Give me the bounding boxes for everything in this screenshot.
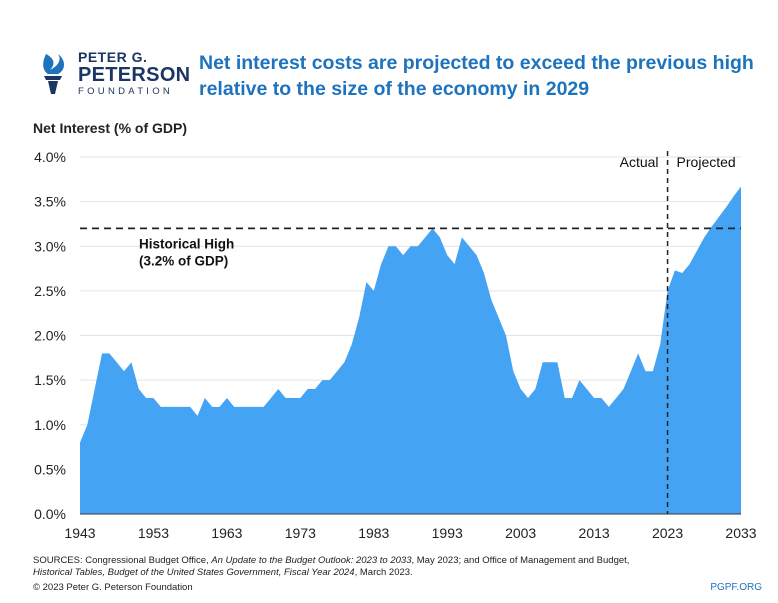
- net-interest-chart: 0.0% 0.5% 1.0% 1.5% 2.0% 2.5% 3.0% 3.5% 4.0% 194…: [34, 149, 757, 541]
- x-tick-label: 1993: [432, 525, 463, 541]
- y-tick-label: 0.5%: [34, 461, 66, 477]
- x-tick-label: 1963: [211, 525, 242, 541]
- torch-icon: [43, 54, 64, 94]
- x-tick-label: 2003: [505, 525, 536, 541]
- historical-high-value-label: (3.2% of GDP): [139, 253, 228, 268]
- x-tick-label: 2013: [579, 525, 610, 541]
- site-link[interactable]: PGPF.ORG: [710, 582, 762, 593]
- sources-mid: , May 2023; and Office of Management and…: [411, 555, 630, 566]
- foundation-logo: PETER G. PETERSON FOUNDATION: [36, 50, 190, 100]
- sources-note: SOURCES: Congressional Budget Office, An…: [33, 555, 753, 579]
- logo-line-3: FOUNDATION: [78, 86, 174, 97]
- x-tick-label: 1953: [138, 525, 169, 541]
- sources-suffix: , March 2023.: [354, 567, 413, 578]
- sources-title-1: An Update to the Budget Outlook: 2023 to…: [211, 555, 412, 566]
- y-tick-label: 2.0%: [34, 328, 66, 344]
- x-tick-label: 2033: [725, 525, 756, 541]
- y-tick-label: 4.0%: [34, 149, 66, 165]
- x-tick-label: 1973: [285, 525, 316, 541]
- sources-prefix: SOURCES: Congressional Budget Office,: [33, 555, 212, 566]
- sources-title-2: Historical Tables, Budget of the United …: [33, 567, 355, 578]
- y-tick-label: 1.0%: [34, 417, 66, 433]
- chart-title: Net interest costs are projected to exce…: [199, 52, 754, 100]
- copyright: © 2023 Peter G. Peterson Foundation: [33, 582, 193, 593]
- y-tick-label: 1.5%: [34, 372, 66, 388]
- y-tick-label: 3.5%: [34, 194, 66, 210]
- y-tick-label: 3.0%: [34, 238, 66, 254]
- net-interest-area: [80, 186, 741, 514]
- x-tick-label: 1943: [64, 525, 95, 541]
- logo-line-2: PETERSON: [78, 64, 191, 86]
- historical-high-label: Historical High: [139, 236, 234, 251]
- x-tick-label: 2023: [652, 525, 683, 541]
- y-tick-label: 2.5%: [34, 283, 66, 299]
- projected-label: Projected: [677, 154, 736, 170]
- logo-line-1: PETER G.: [78, 49, 148, 65]
- y-axis-label: Net Interest (% of GDP): [33, 120, 188, 136]
- y-tick-label: 0.0%: [34, 506, 66, 522]
- actual-label: Actual: [620, 154, 659, 170]
- x-tick-label: 1983: [358, 525, 389, 541]
